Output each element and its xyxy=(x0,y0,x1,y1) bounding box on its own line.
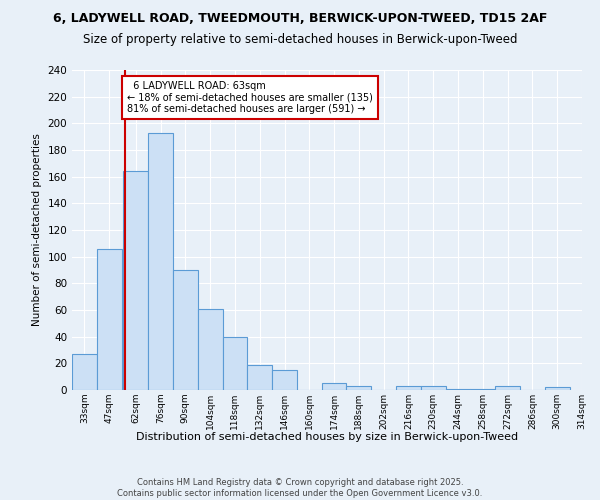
Bar xyxy=(223,336,247,390)
Bar xyxy=(247,364,272,390)
Text: Size of property relative to semi-detached houses in Berwick-upon-Tweed: Size of property relative to semi-detach… xyxy=(83,32,517,46)
Bar xyxy=(396,386,421,390)
Bar xyxy=(148,132,173,390)
Text: Contains HM Land Registry data © Crown copyright and database right 2025.
Contai: Contains HM Land Registry data © Crown c… xyxy=(118,478,482,498)
Bar xyxy=(72,354,97,390)
Bar xyxy=(173,270,198,390)
Text: 6, LADYWELL ROAD, TWEEDMOUTH, BERWICK-UPON-TWEED, TD15 2AF: 6, LADYWELL ROAD, TWEEDMOUTH, BERWICK-UP… xyxy=(53,12,547,26)
Bar xyxy=(495,386,520,390)
Bar xyxy=(322,384,346,390)
Y-axis label: Number of semi-detached properties: Number of semi-detached properties xyxy=(32,134,42,326)
Bar xyxy=(446,388,470,390)
Text: 6 LADYWELL ROAD: 63sqm  
← 18% of semi-detached houses are smaller (135)
81% of : 6 LADYWELL ROAD: 63sqm ← 18% of semi-det… xyxy=(127,80,373,114)
Bar xyxy=(198,308,223,390)
Bar xyxy=(272,370,297,390)
Bar xyxy=(124,172,148,390)
Bar xyxy=(421,386,446,390)
Bar xyxy=(346,386,371,390)
Bar xyxy=(470,388,495,390)
Bar xyxy=(545,388,569,390)
X-axis label: Distribution of semi-detached houses by size in Berwick-upon-Tweed: Distribution of semi-detached houses by … xyxy=(136,432,518,442)
Bar xyxy=(97,248,122,390)
